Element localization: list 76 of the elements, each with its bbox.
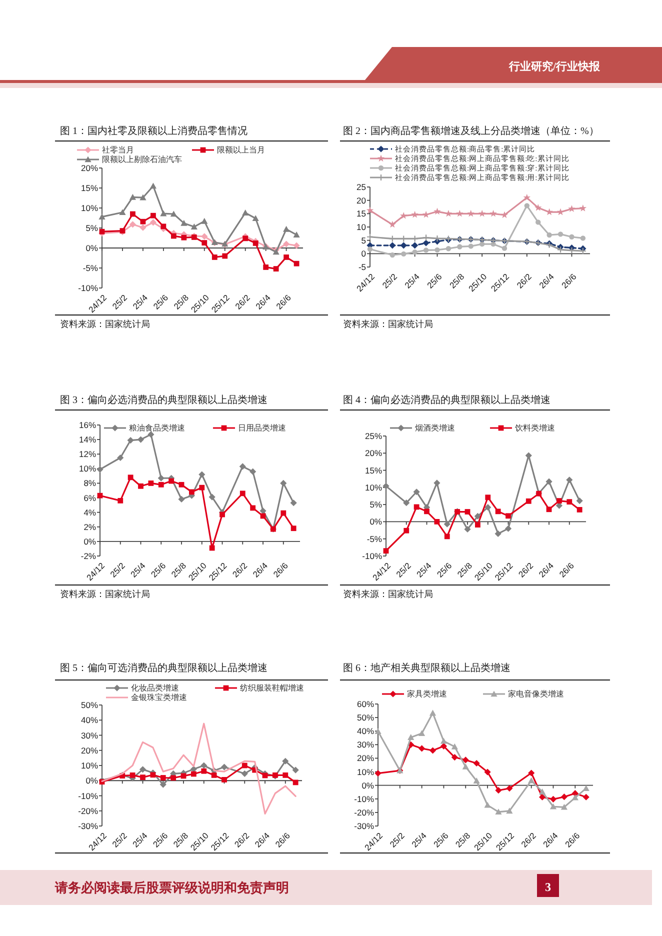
- y-tick-label: 2%: [84, 522, 96, 532]
- y-tick-label: 30%: [356, 740, 374, 750]
- y-tick-label: 0%: [370, 516, 382, 527]
- y-tick-label: -5: [358, 262, 366, 272]
- y-tick-label: 4%: [84, 507, 96, 518]
- legend-label: 烟酒类增速: [415, 424, 455, 432]
- legend-label: 化妆品类增速: [131, 684, 179, 692]
- text: 资料来源：国家统计局: [343, 319, 433, 329]
- y-tick-label: 40%: [80, 715, 98, 726]
- text: 资料来源：国家统计局: [60, 319, 150, 329]
- y-tick-label: 30%: [80, 730, 98, 740]
- text: 资料来源：国家统计局: [343, 589, 433, 599]
- legend-label: 日用品类增速: [238, 424, 286, 432]
- legend-label: 粮油食品类增速: [129, 424, 185, 432]
- y-tick-label: 40%: [356, 726, 374, 736]
- chart-title: 图 1：国内社零及限额以上消费品零售情况: [60, 125, 248, 137]
- chart-title: 图 6：地产相关典型限额以上品类增速: [343, 662, 510, 674]
- y-tick-label: -10%: [362, 551, 382, 561]
- y-tick-label: 15: [356, 208, 366, 219]
- text: 3: [545, 880, 551, 894]
- legend-label: 家具类增速: [407, 690, 447, 698]
- y-tick-label: 25: [356, 182, 366, 192]
- y-tick-label: -2%: [80, 551, 96, 561]
- y-tick-label: 12%: [78, 449, 96, 460]
- y-tick-label: 50%: [356, 712, 374, 723]
- chart-title: 图 2：国内商品零售额增速及线上分品类增速（单位：%）: [343, 125, 599, 137]
- y-tick-label: 20%: [80, 163, 98, 173]
- y-tick-label: -30%: [78, 821, 98, 831]
- y-tick-label: 10%: [364, 482, 382, 492]
- y-tick-label: -10%: [78, 790, 98, 801]
- y-tick-label: 15%: [364, 465, 382, 476]
- y-tick-label: 20%: [364, 448, 382, 458]
- y-tick-label: 0%: [84, 536, 96, 546]
- legend-label: 饮料类增速: [514, 424, 555, 432]
- y-tick-label: 6%: [84, 492, 96, 503]
- y-tick-label: 10: [356, 222, 366, 232]
- y-tick-label: 10%: [80, 760, 98, 770]
- y-tick-label: -10%: [354, 794, 374, 804]
- legend-label: 家电音像类增速: [508, 690, 564, 698]
- y-tick-label: -20%: [354, 807, 374, 818]
- y-tick-label: 14%: [78, 434, 96, 445]
- y-tick-label: 10%: [78, 464, 96, 474]
- y-tick-label: -10%: [78, 283, 98, 293]
- y-tick-label: 50%: [80, 700, 98, 710]
- legend-label: 限额以上当月: [217, 146, 265, 154]
- y-tick-label: -5%: [82, 263, 98, 273]
- y-tick-label: 0%: [86, 243, 98, 253]
- y-tick-label: 20%: [356, 753, 374, 764]
- y-tick-label: 10%: [356, 766, 374, 777]
- legend-label: 金银珠宝类增速: [131, 693, 187, 702]
- y-tick-label: -30%: [354, 821, 374, 831]
- y-tick-label: 8%: [84, 478, 96, 488]
- chart-title: 图 5：偏向可选消费品的典型限额以上品类增速: [60, 662, 268, 674]
- chart-title: 图 3：偏向必选消费品的典型限额以上品类增速: [60, 394, 268, 406]
- y-tick-label: 15%: [80, 183, 98, 193]
- y-tick-label: 0%: [362, 780, 374, 790]
- text: 请务必阅读最后股票评级说明和免责声明: [54, 880, 289, 895]
- y-tick-label: 5: [361, 235, 366, 246]
- chart-title: 图 4：偏向必选消费品的典型限额以上品类增速: [343, 394, 550, 406]
- legend-label: 社零当月: [102, 146, 134, 154]
- y-tick-label: 25%: [364, 431, 382, 441]
- y-tick-label: -5%: [366, 534, 382, 544]
- y-tick-label: 0: [361, 248, 366, 259]
- y-tick-label: -20%: [78, 806, 98, 816]
- y-tick-label: 0%: [86, 776, 98, 786]
- legend-label: 纺织服装鞋帽增速: [240, 684, 304, 692]
- y-tick-label: 5%: [370, 500, 382, 510]
- text: 行业研究/行业快报: [508, 60, 601, 73]
- y-tick-label: 20: [356, 195, 366, 206]
- y-tick-label: 20%: [80, 745, 98, 756]
- text: 资料来源：国家统计局: [60, 589, 150, 599]
- legend-label: 限额以上剔除石油汽车: [102, 155, 182, 164]
- y-tick-label: 5%: [86, 223, 98, 233]
- y-tick-label: 10%: [80, 203, 98, 213]
- y-tick-label: 16%: [78, 420, 96, 430]
- y-tick-label: 60%: [356, 699, 374, 709]
